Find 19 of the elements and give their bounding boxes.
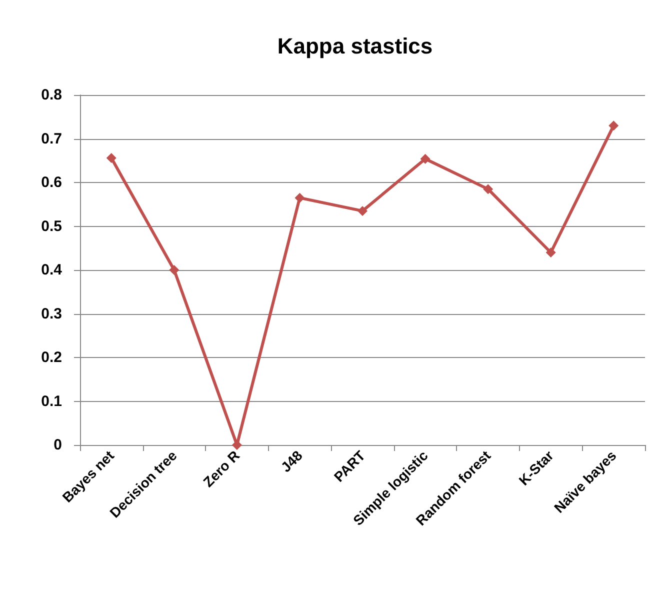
y-tick-label: 0.2	[41, 349, 62, 366]
point	[294, 192, 305, 203]
y-tick-label: 0.5	[41, 218, 62, 235]
y-tick-label: 0.6	[41, 174, 62, 191]
y-tick-label: 0.1	[41, 392, 62, 410]
point	[169, 265, 180, 275]
point	[106, 153, 116, 163]
point	[546, 248, 556, 258]
chart-title: Kappa stastics	[277, 34, 433, 58]
y-tick-label: 0.8	[41, 86, 62, 104]
point	[608, 120, 619, 131]
y-tick-label: 0.4	[41, 262, 63, 278]
point	[420, 154, 430, 164]
point	[358, 206, 368, 216]
point	[483, 184, 494, 194]
x-tick-label: J48	[278, 447, 306, 476]
y-tick-label: 0.7	[41, 130, 62, 148]
y-tick-label: 0.3	[41, 305, 62, 322]
y-tick-label: 0	[54, 436, 62, 454]
